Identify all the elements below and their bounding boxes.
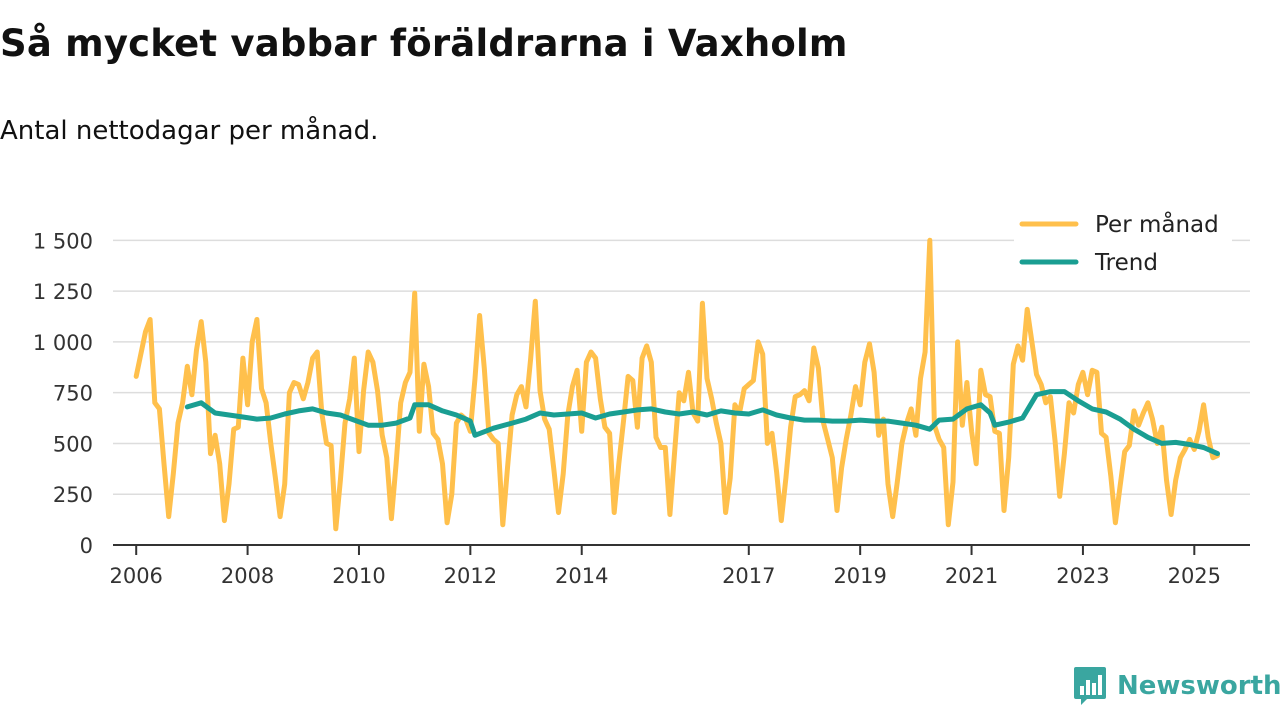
x-tick-label: 2025: [1168, 564, 1221, 588]
chart-title: Så mycket vabbar föräldrarna i Vaxholm: [0, 22, 848, 65]
series-line-trend: [184, 389, 1220, 457]
legend-label-per-manad: Per månad: [1095, 210, 1219, 238]
legend-label-trend: Trend: [1094, 250, 1158, 276]
y-tick-label: 250: [53, 483, 93, 507]
x-tick-label: 2008: [221, 564, 274, 588]
legend-box: [1014, 206, 1232, 288]
x-tick-label: 2021: [945, 564, 998, 588]
x-tick-label: 2017: [722, 564, 775, 588]
x-tick-label: 2012: [444, 564, 497, 588]
line-chart: 0 250 500 750 1 000 1 250 1 500 2006 2008 2010 201…: [32, 206, 1250, 588]
series-line-per-manad: [133, 237, 1220, 532]
y-tick-label: 1 500: [33, 229, 93, 253]
x-tick-label: 2010: [332, 564, 385, 588]
brand-name: Newsworthy: [1117, 671, 1280, 701]
brand-logo: Newsworthy: [1073, 666, 1280, 706]
bar-chart-icon: [1074, 667, 1106, 705]
y-tick-label: 500: [53, 432, 93, 456]
series: [133, 237, 1220, 532]
y-tick-label: 750: [53, 382, 93, 406]
x-tick-label: 2019: [833, 564, 886, 588]
y-tick-label: 1 000: [33, 331, 93, 355]
y-tick-label: 0: [80, 534, 93, 558]
x-tick-label: 2014: [555, 564, 608, 588]
y-tick-label: 1 250: [33, 280, 93, 304]
chart-subtitle: Antal nettodagar per månad.: [0, 116, 379, 146]
legend: Per månad Trend: [1014, 206, 1232, 288]
axes: 0 250 500 750 1 000 1 250 1 500 2006 2008 2010 201…: [33, 229, 1250, 588]
x-tick-label: 2006: [109, 564, 162, 588]
x-tick-label: 2023: [1056, 564, 1109, 588]
